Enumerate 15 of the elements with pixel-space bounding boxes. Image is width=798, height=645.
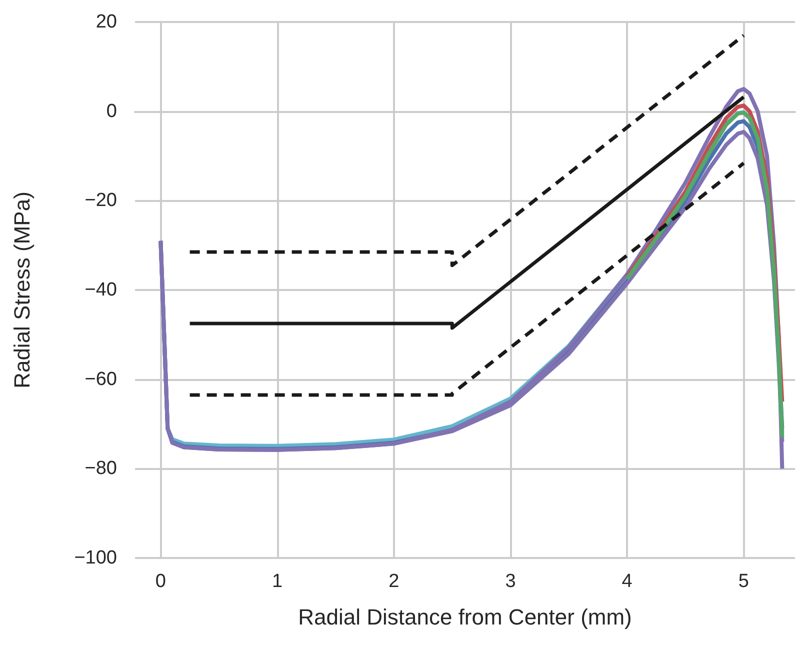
x-tick-label: 2 [388,571,400,592]
y-tick-label: 0 [106,100,117,122]
x-axis-title: Radial Distance from Center (mm) [298,604,632,630]
y-tick-label: −60 [84,368,117,390]
y-tick-label: 20 [96,12,117,32]
y-tick-label: −80 [84,458,117,480]
y-tick-label: −20 [84,190,117,212]
y-axis-title: Radial Stress (MPa) [10,192,34,388]
x-tick-label: 5 [738,571,749,592]
x-tick-label: 0 [155,571,166,592]
x-tick-label: 3 [505,571,516,592]
x-tick-label: 4 [622,571,633,592]
x-tick-label: 1 [272,571,283,592]
y-tick-label: −40 [84,280,117,300]
y-tick-label: −100 [74,548,117,568]
